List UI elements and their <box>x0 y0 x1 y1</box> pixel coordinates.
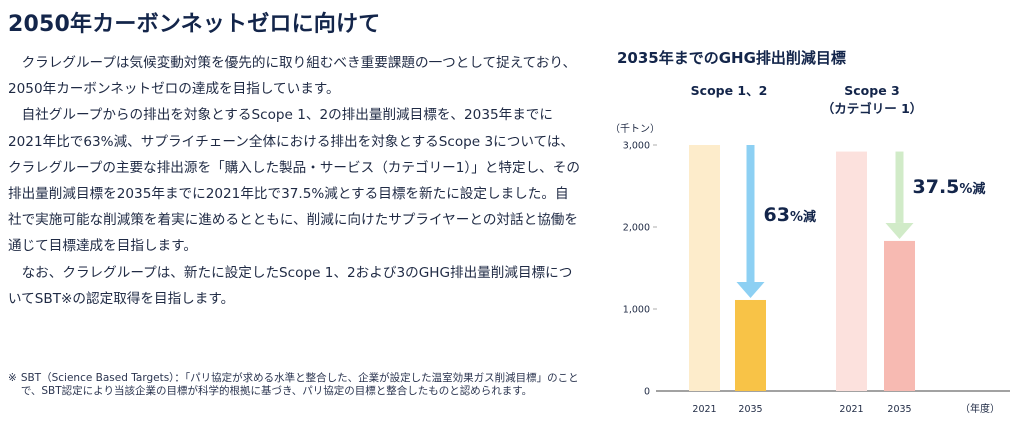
y-tick-label: 0 <box>644 387 650 398</box>
x-tick-label: 2021 <box>692 404 716 415</box>
y-tick-label: 2,000 <box>623 223 650 234</box>
paragraph-3: なお、クラレグループは、新たに設定したScope 1、2および3のGHG排出量削… <box>8 264 573 307</box>
reduction-arrow-1-head <box>736 281 765 298</box>
reduction-arrow-2-head <box>885 222 914 239</box>
chart-title: 2035年までのGHG排出削減目標 <box>617 49 846 67</box>
series-header-2: （カテゴリー 1） <box>822 101 923 116</box>
x-axis-unit-label: （年度） <box>960 402 1000 415</box>
footnote: ※ SBT（Science Based Targets）：「パリ協定が求める水準… <box>8 372 588 398</box>
footnote-mark: ※ <box>8 372 17 384</box>
bar-2-2021 <box>836 151 867 391</box>
bar-2-2035 <box>884 240 915 391</box>
paragraph-2: 自社グループからの排出を対象とするScope 1、2の排出量削減目標を、2035… <box>8 107 580 255</box>
series-header-2: Scope 3 <box>844 83 899 98</box>
y-tick-label: 1,000 <box>623 305 650 316</box>
body-text: クラレグループは気候変動対策を優先的に取り組むべき重要課題の一つとして捉えており… <box>8 50 580 312</box>
reduction-label-1: 63%減 <box>764 204 816 226</box>
y-axis-unit-label: （千トン） <box>610 123 660 135</box>
y-tick-label: 3,000 <box>623 141 650 152</box>
bar-1-2035 <box>735 299 766 391</box>
page-title: 2050年カーボンネットゼロに向けて <box>8 12 381 37</box>
x-tick-label: 2035 <box>887 404 911 415</box>
ghg-reduction-chart: （千トン） （年度） 0 1,000 2,000 3,000 Scope 1、2 2021 20… <box>610 83 1010 415</box>
reduction-arrow-2-shaft <box>895 151 904 223</box>
series-header-1: Scope 1、2 <box>691 83 768 98</box>
bar-1-2021 <box>689 145 720 391</box>
reduction-label-2: 37.5%減 <box>913 176 986 198</box>
reduction-arrow-1-shaft <box>746 145 755 282</box>
footnote-text: SBT（Science Based Targets）：「パリ協定が求める水準と整… <box>20 372 579 398</box>
x-tick-label: 2035 <box>738 404 762 415</box>
x-tick-label: 2021 <box>839 404 863 415</box>
paragraph-1: クラレグループは気候変動対策を優先的に取り組むべき重要課題の一つとして捉えており… <box>8 55 577 98</box>
